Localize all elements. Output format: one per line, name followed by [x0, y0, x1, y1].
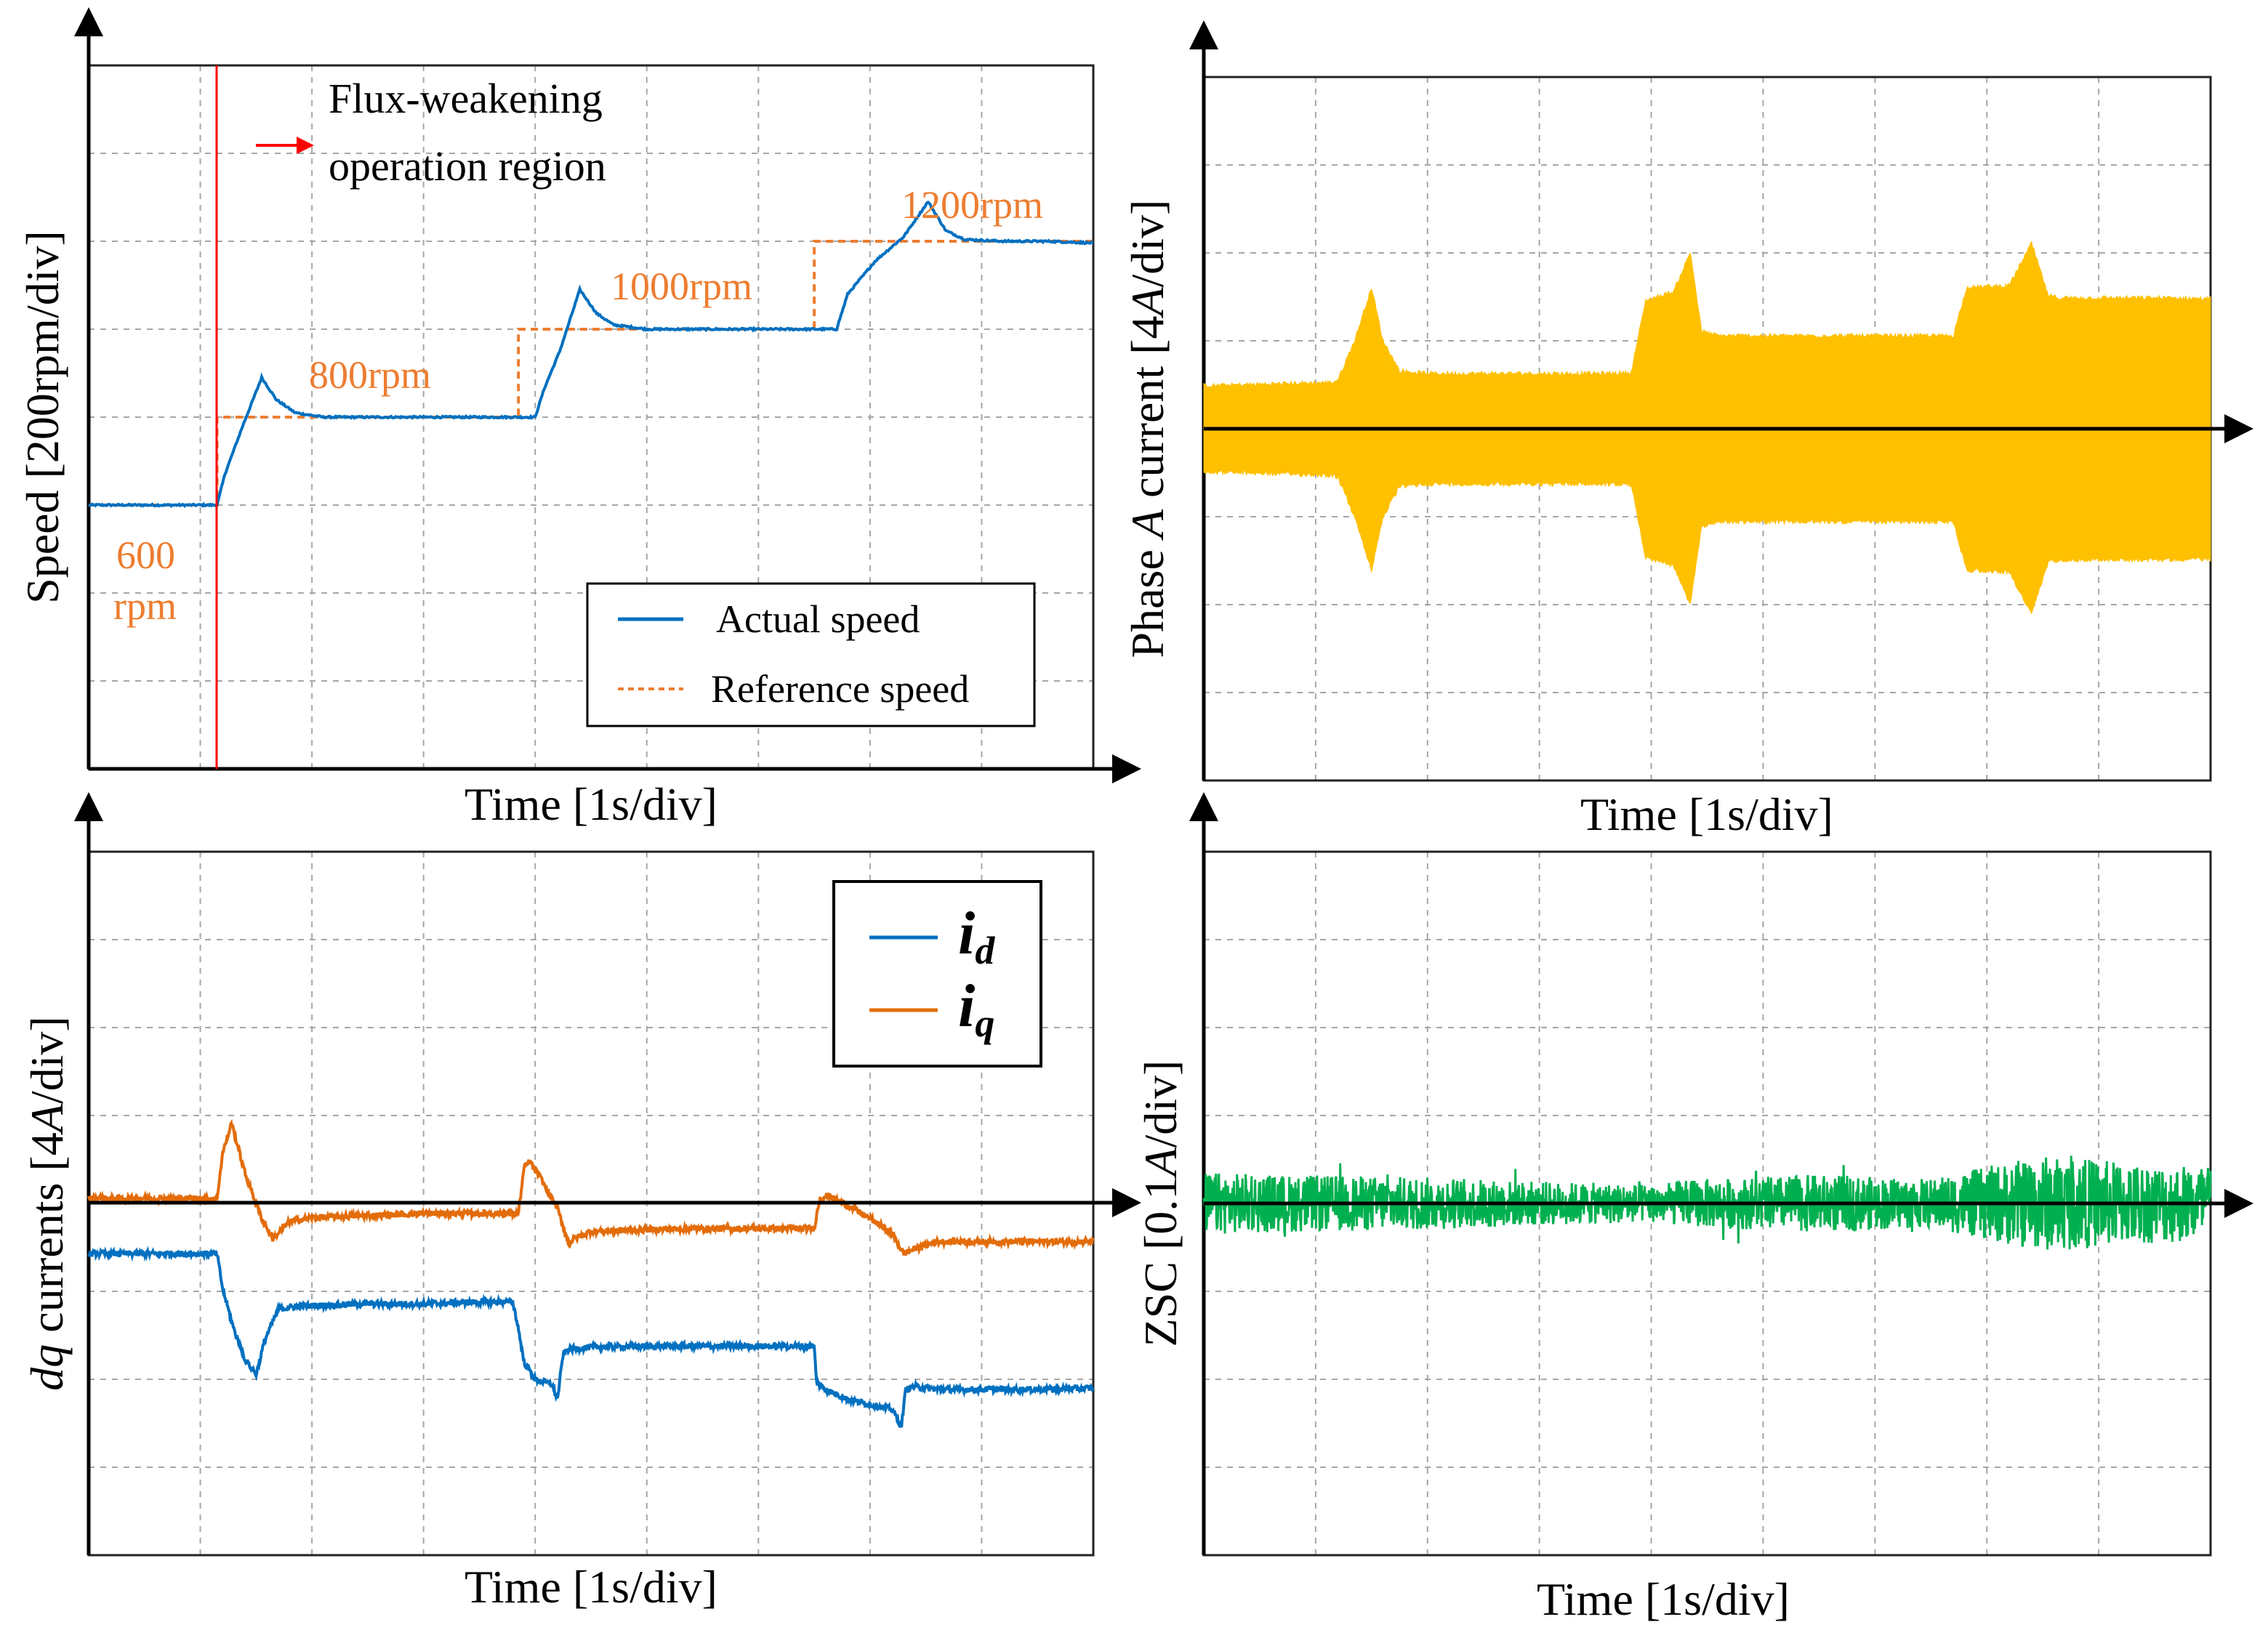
speed-800-label: 800rpm [309, 353, 431, 397]
zsc-line [1202, 1155, 2212, 1250]
speed-1000-label: 1000rpm [611, 265, 752, 308]
speed-1200-label: 1200rpm [901, 183, 1043, 227]
speed-panel: Flux-weakening operation region 600 rpm … [17, 7, 1141, 830]
id-current-line [87, 1246, 1095, 1429]
reference-speed-line [89, 240, 1093, 507]
legend-iq-label: iq [958, 972, 994, 1045]
flux-weakening-label-line1: Flux-weakening [329, 75, 603, 122]
dq-x-label: Time [1s/div] [465, 1561, 717, 1613]
dq-series [87, 1118, 1095, 1429]
dq-legend: id iq [832, 880, 1042, 1068]
zsc-series [1202, 1155, 2212, 1250]
legend-actual-label: Actual speed [716, 597, 920, 641]
dq-y-label: dq currents [4A/div] [21, 1016, 73, 1390]
speed-600-label-line2: rpm [113, 584, 177, 628]
speed-series [87, 200, 1094, 509]
dq-legend-box [832, 880, 1042, 1068]
dq-panel: id iq Time [1s/div] dq currents [4A/div] [21, 792, 1141, 1613]
speed-y-label: Speed [200rpm/div] [17, 230, 68, 604]
phase-a-x-label: Time [1s/div] [1580, 788, 1833, 840]
speed-x-label: Time [1s/div] [465, 778, 717, 830]
speed-legend-box [586, 582, 1036, 727]
actual-speed-line [87, 200, 1094, 509]
phase-a-y-label: Phase A current [4A/div] [1122, 200, 1173, 658]
legend-reference-label: Reference speed [711, 667, 969, 711]
legend-id-label: id [958, 900, 995, 972]
zsc-x-label: Time [1s/div] [1537, 1573, 1790, 1625]
speed-legend: Actual speed Reference speed [586, 582, 1036, 727]
iq-current-line [87, 1118, 1095, 1256]
phase-a-panel: Time [1s/div] Phase A current [4A/div] [1122, 20, 2253, 840]
speed-600-label-line1: 600 [116, 533, 175, 577]
flux-weakening-label-line2: operation region [329, 142, 606, 190]
zsc-y-label: ZSC [0.1A/div] [1135, 1060, 1186, 1347]
zsc-panel: Time [1s/div] ZSC [0.1A/div] [1135, 792, 2253, 1625]
